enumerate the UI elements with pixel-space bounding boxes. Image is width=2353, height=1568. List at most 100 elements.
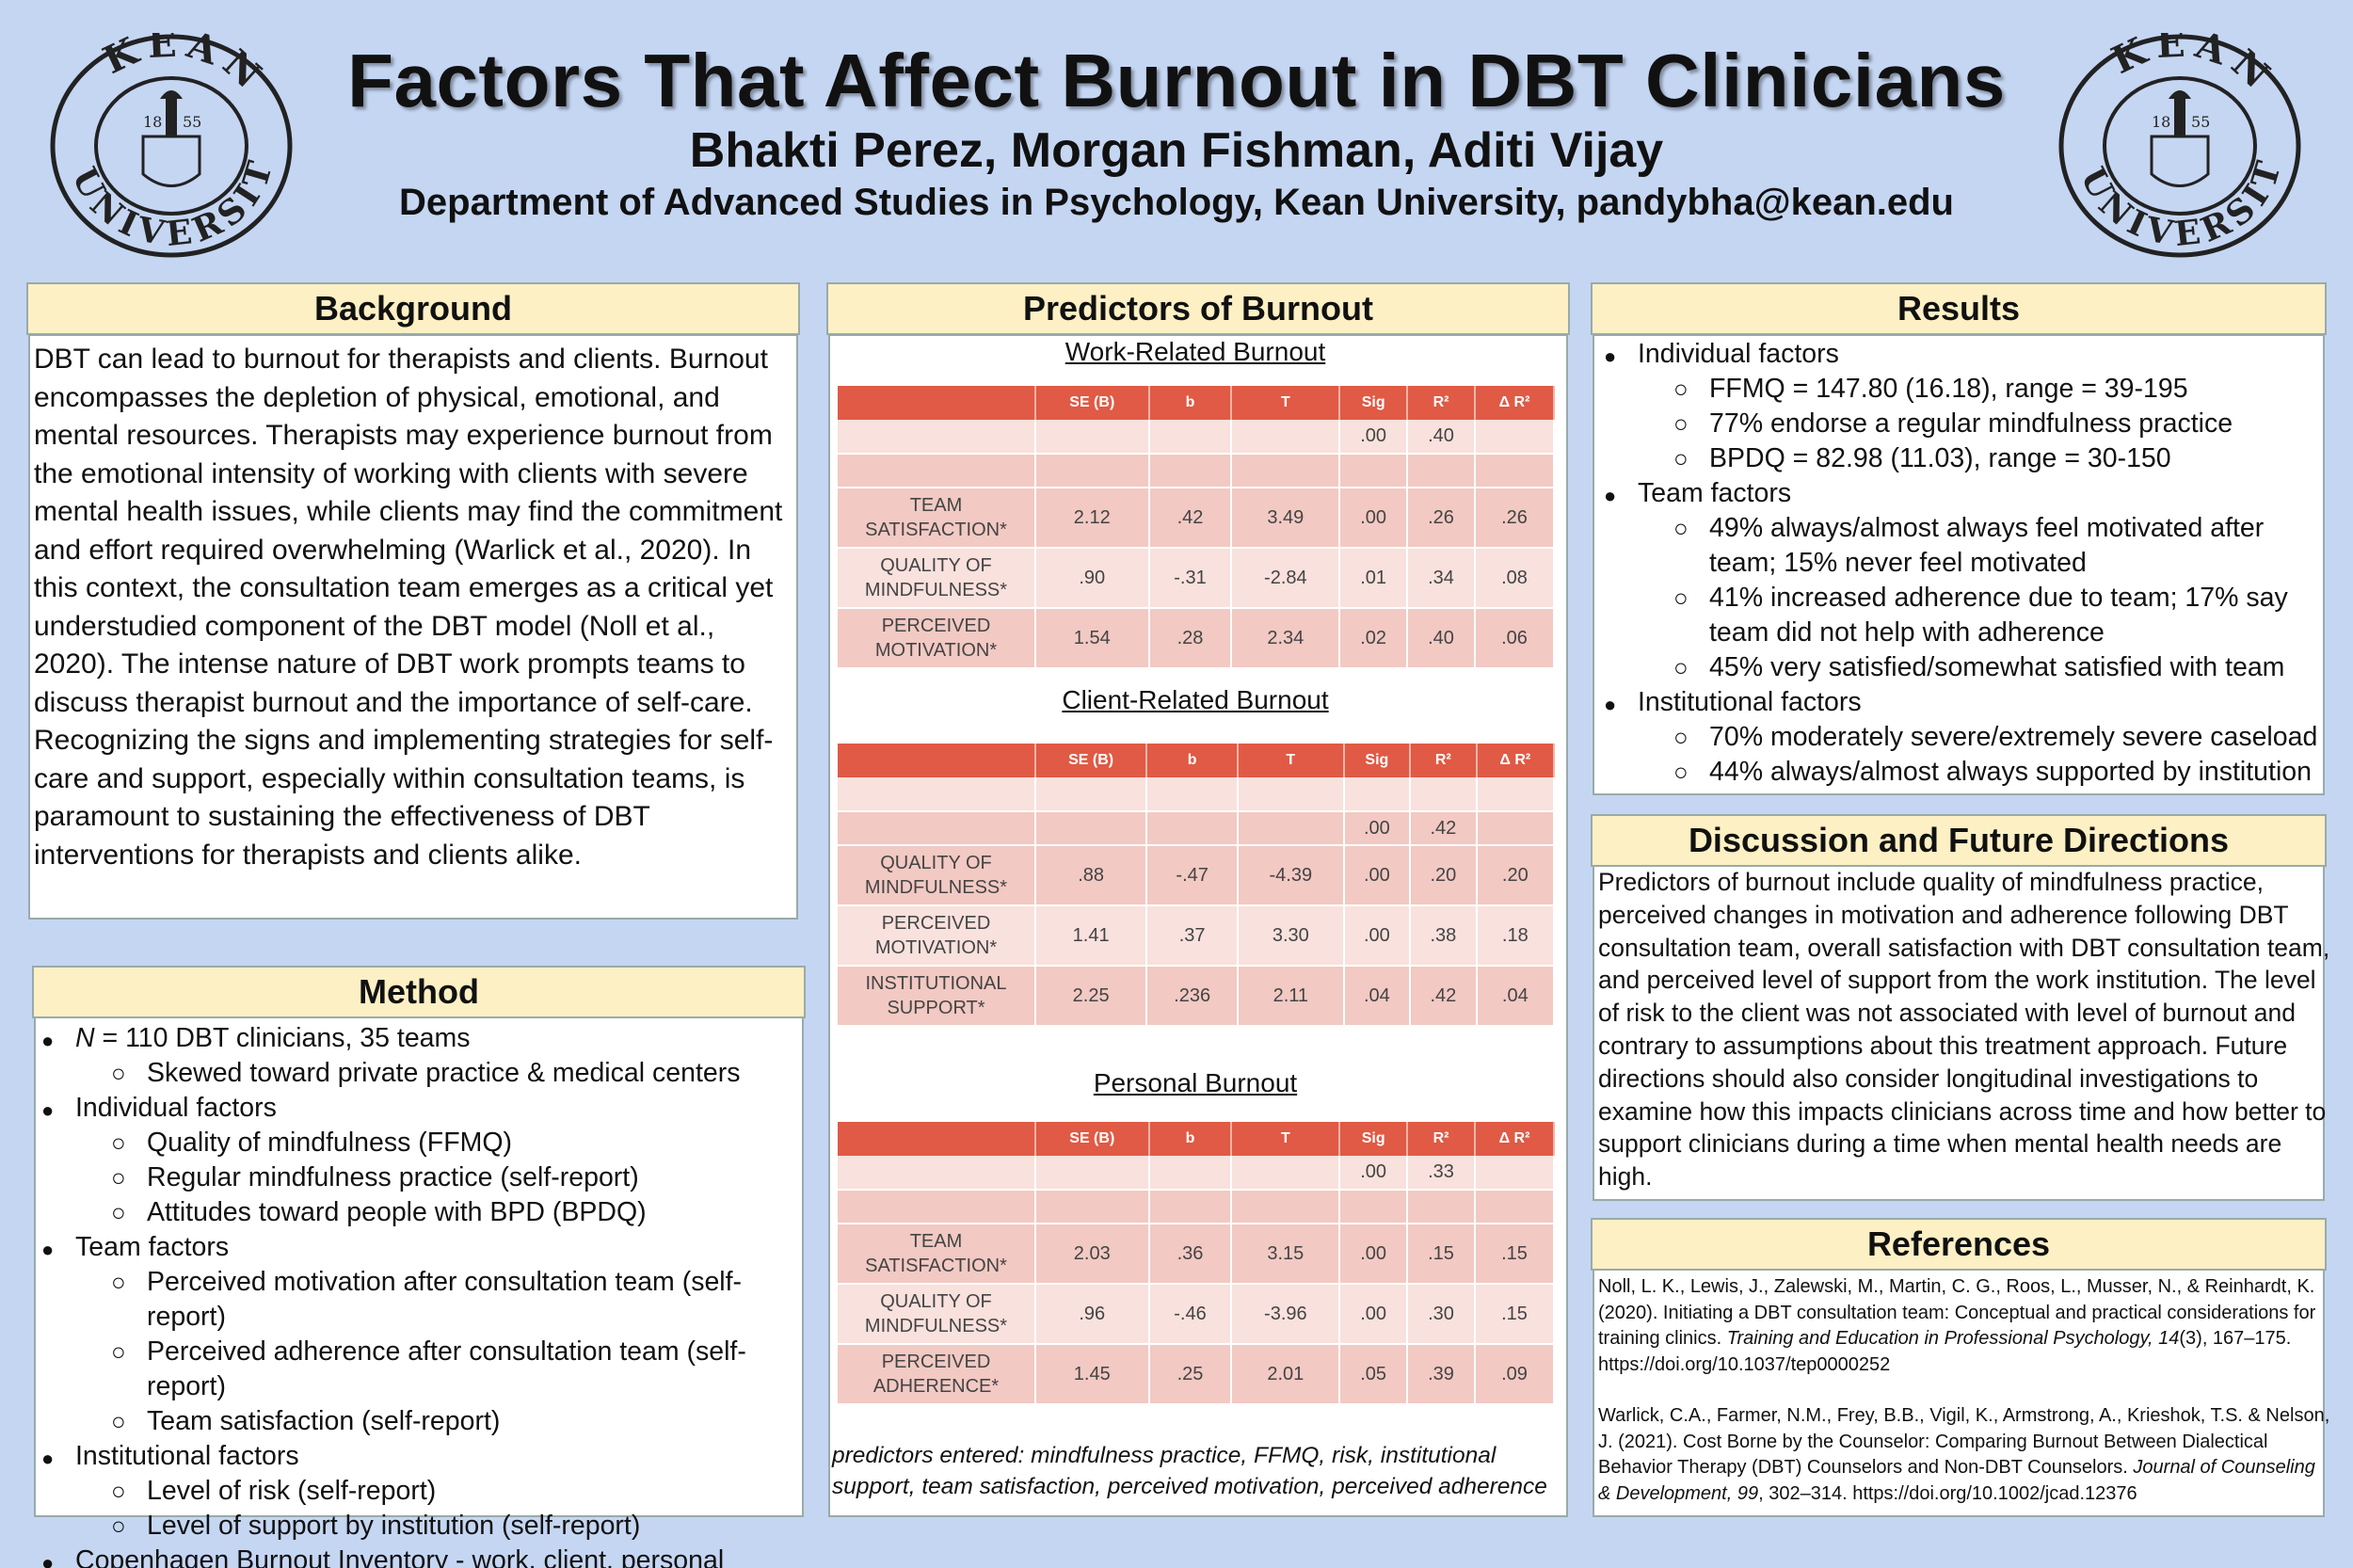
table-cell: .20 xyxy=(1410,845,1478,906)
predictors-heading: Predictors of Burnout xyxy=(826,282,1570,335)
table-cell: .04 xyxy=(1343,966,1412,1027)
client-burnout-table: SE (B) b T Sig R² Δ R² .00.42 QUALITY OF MINDFU… xyxy=(838,744,1556,1027)
method-subitem: Quality of mindfulness (FFMQ) xyxy=(75,1126,809,1160)
table-cell: .06 xyxy=(1474,608,1556,669)
table-cell xyxy=(1231,454,1341,488)
table-cell: .42 xyxy=(1148,488,1233,549)
results-item: Individual factors FFMQ = 147.80 (16.18)… xyxy=(1600,337,2334,476)
table-cell: .00 xyxy=(1339,1224,1409,1285)
results-subitem: 41% increased adherence due to team; 17%… xyxy=(1638,581,2334,650)
table-cell: .30 xyxy=(1407,1284,1476,1345)
table-cell: .26 xyxy=(1474,488,1556,549)
column-header: T xyxy=(1238,744,1345,777)
table-cell: 3.49 xyxy=(1231,488,1341,549)
column-header: Sig xyxy=(1343,744,1412,777)
table-row: .00.33 xyxy=(838,1156,1556,1191)
column-header xyxy=(838,386,1036,420)
column-header: Δ R² xyxy=(1474,1122,1556,1156)
table-cell xyxy=(1148,1190,1233,1224)
table-row: PERCEIVED MOTIVATION* 1.54.28 2.34.02.40.0… xyxy=(838,608,1556,669)
method-item: Copenhagen Burnout Inventory - work, cli… xyxy=(38,1544,809,1568)
table-cell: 2.12 xyxy=(1035,488,1150,549)
table-cell xyxy=(1231,1156,1341,1191)
table-cell xyxy=(1410,777,1478,812)
table-cell: .90 xyxy=(1035,548,1150,609)
table-cell: .36 xyxy=(1148,1224,1233,1285)
table-row xyxy=(838,454,1556,488)
table-cell xyxy=(1238,811,1345,846)
reference-text: , 302–314. https://doi.org/10.1002/jcad.… xyxy=(1758,1482,2137,1504)
column-header: R² xyxy=(1407,1122,1476,1156)
results-heading: Results xyxy=(1591,282,2327,335)
row-label: QUALITY OF MINDFULNESS* xyxy=(838,1284,1036,1345)
n-symbol: N xyxy=(75,1023,95,1053)
poster-authors: Bhakti Perez, Morgan Fishman, Aditi Vija… xyxy=(689,123,1664,178)
table-cell: .02 xyxy=(1339,608,1409,669)
method-item-text: Team factors xyxy=(75,1232,230,1262)
method-item: Team factors Perceived motivation after … xyxy=(38,1230,809,1439)
results-item-text: Team factors xyxy=(1638,478,1792,508)
table-cell: .42 xyxy=(1410,966,1478,1027)
table-cell xyxy=(1339,454,1409,488)
results-subitem: FFMQ = 147.80 (16.18), range = 39-195 xyxy=(1638,372,2334,407)
discussion-text: Predictors of burnout include quality of… xyxy=(1598,868,2330,1192)
table-row: .00.42 xyxy=(838,811,1556,846)
table-cell: .96 xyxy=(1035,1284,1150,1345)
row-label xyxy=(838,777,1036,812)
results-item-text: Individual factors xyxy=(1638,339,1839,369)
table-cell xyxy=(1035,1156,1150,1191)
table-row: .00.40 xyxy=(838,420,1556,455)
reference-warlick: Warlick, C.A., Farmer, N.M., Frey, B.B.,… xyxy=(1598,1403,2332,1507)
table-header-row: SE (B) b T Sig R² Δ R² xyxy=(838,386,1556,420)
results-item: Institutional factors 70% moderately sev… xyxy=(1600,685,2334,790)
method-subitem: Team satisfaction (self-report) xyxy=(75,1404,809,1439)
table-cell: .01 xyxy=(1339,548,1409,609)
table-cell xyxy=(1343,777,1412,812)
column-header: SE (B) xyxy=(1035,744,1148,777)
column-header xyxy=(838,1122,1036,1156)
table-cell xyxy=(1035,811,1148,846)
column-header: R² xyxy=(1410,744,1478,777)
table-cell xyxy=(1146,777,1240,812)
table-cell: -2.84 xyxy=(1231,548,1341,609)
reference-noll: Noll, L. K., Lewis, J., Zalewski, M., Ma… xyxy=(1598,1274,2332,1378)
row-label: QUALITY OF MINDFULNESS* xyxy=(838,548,1036,609)
method-subitem: Attitudes toward people with BPD (BPDQ) xyxy=(75,1195,809,1230)
column-header: T xyxy=(1231,386,1341,420)
table-row: PERCEIVED MOTIVATION* 1.41.37 3.30.00.38.1… xyxy=(838,905,1556,967)
table-cell xyxy=(1148,420,1233,455)
table-cell: .04 xyxy=(1476,966,1556,1027)
table-cell: 1.54 xyxy=(1035,608,1150,669)
discussion-heading: Discussion and Future Directions xyxy=(1591,814,2327,867)
table-cell xyxy=(1407,1190,1476,1224)
personal-burnout-table: SE (B) b T Sig R² Δ R² .00.33 TEAM SATISFACTION… xyxy=(838,1122,1556,1405)
table-cell xyxy=(1035,777,1148,812)
table-cell: .00 xyxy=(1343,845,1412,906)
column-header: Δ R² xyxy=(1476,744,1556,777)
column-header: b xyxy=(1146,744,1240,777)
table-cell: .00 xyxy=(1339,420,1409,455)
table-cell xyxy=(1035,1190,1150,1224)
method-subitem: Regular mindfulness practice (self-repor… xyxy=(75,1160,809,1195)
table-cell: 3.30 xyxy=(1238,905,1345,967)
row-label xyxy=(838,420,1036,455)
table-cell: .33 xyxy=(1407,1156,1476,1191)
reference-journal: Training and Education in Professional P… xyxy=(1726,1328,2180,1349)
table-cell xyxy=(1474,420,1556,455)
table-cell xyxy=(1148,454,1233,488)
column-header: SE (B) xyxy=(1035,386,1150,420)
row-label: PERCEIVED MOTIVATION* xyxy=(838,905,1036,967)
results-list: Individual factors FFMQ = 147.80 (16.18)… xyxy=(1600,337,2334,790)
method-list: N = 110 DBT clinicians, 35 teams Skewed … xyxy=(38,1021,809,1568)
table-cell: -4.39 xyxy=(1238,845,1345,906)
table-cell: 2.03 xyxy=(1035,1224,1150,1285)
column-header: SE (B) xyxy=(1035,1122,1150,1156)
method-item: Individual factors Quality of mindfulnes… xyxy=(38,1091,809,1230)
table-cell: .08 xyxy=(1474,548,1556,609)
table-cell: 1.41 xyxy=(1035,905,1148,967)
table-cell xyxy=(1339,1190,1409,1224)
table-cell: .42 xyxy=(1410,811,1478,846)
method-subitem: Perceived motivation after consultation … xyxy=(75,1265,809,1335)
row-label: PERCEIVED ADHERENCE* xyxy=(838,1344,1036,1405)
table-cell: .15 xyxy=(1474,1224,1556,1285)
